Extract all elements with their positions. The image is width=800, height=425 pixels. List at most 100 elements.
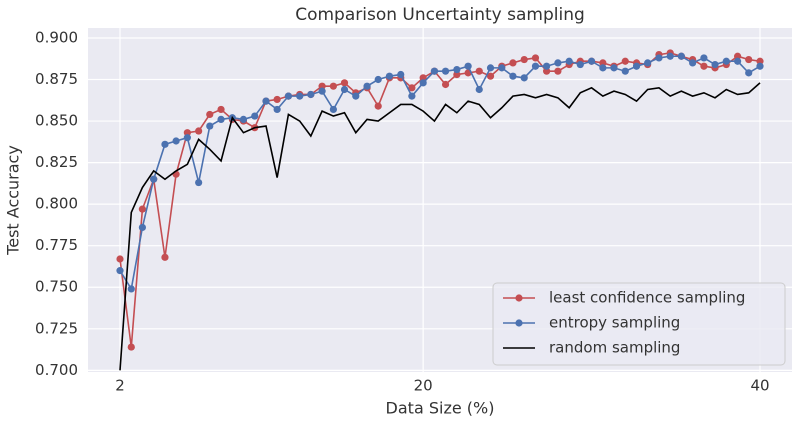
data-point bbox=[520, 74, 528, 82]
plot-layer bbox=[116, 49, 764, 371]
data-point bbox=[161, 253, 169, 261]
data-point bbox=[195, 127, 203, 135]
data-point bbox=[217, 115, 225, 124]
data-point bbox=[329, 105, 337, 114]
data-point bbox=[374, 75, 382, 84]
y-tick-label: 0.750 bbox=[35, 278, 78, 296]
data-point bbox=[116, 267, 124, 275]
x-tick-label: 20 bbox=[414, 377, 433, 395]
data-point bbox=[419, 74, 427, 82]
data-point bbox=[509, 59, 517, 67]
data-point bbox=[677, 52, 685, 60]
x-tick-label: 2 bbox=[115, 377, 125, 395]
data-point bbox=[722, 57, 730, 65]
data-point bbox=[565, 57, 573, 65]
data-point bbox=[127, 285, 135, 293]
data-point bbox=[734, 52, 742, 60]
data-point bbox=[700, 62, 708, 70]
data-point bbox=[756, 62, 764, 70]
data-point bbox=[464, 62, 472, 70]
data-point bbox=[340, 79, 349, 87]
data-point bbox=[195, 178, 203, 187]
data-point bbox=[397, 70, 405, 79]
data-point bbox=[352, 92, 360, 100]
data-point bbox=[745, 55, 753, 64]
data-point bbox=[340, 85, 349, 94]
data-point bbox=[307, 90, 315, 99]
data-point bbox=[273, 105, 281, 114]
data-point bbox=[587, 57, 596, 65]
data-point bbox=[745, 69, 753, 77]
data-point bbox=[711, 60, 719, 69]
data-point bbox=[621, 67, 629, 75]
y-tick-label: 0.725 bbox=[35, 319, 78, 337]
data-point bbox=[498, 64, 506, 72]
data-point bbox=[296, 92, 304, 100]
data-point bbox=[554, 67, 562, 75]
data-point bbox=[408, 84, 416, 92]
data-point bbox=[430, 67, 439, 75]
data-point bbox=[273, 95, 281, 104]
data-point bbox=[756, 57, 764, 65]
data-point bbox=[183, 134, 191, 142]
data-point bbox=[161, 140, 169, 148]
data-point bbox=[610, 64, 618, 72]
data-point bbox=[599, 64, 607, 72]
y-tick-label: 0.900 bbox=[35, 28, 78, 46]
data-point bbox=[486, 72, 495, 80]
data-point bbox=[239, 115, 248, 124]
data-point bbox=[318, 82, 326, 90]
data-point bbox=[621, 57, 629, 65]
data-point bbox=[700, 54, 708, 62]
data-point bbox=[318, 87, 326, 95]
data-point bbox=[172, 137, 180, 145]
legend-marker bbox=[515, 294, 523, 302]
data-point bbox=[183, 129, 191, 137]
legend-label: entropy sampling bbox=[549, 314, 680, 332]
data-point bbox=[374, 102, 382, 110]
data-point bbox=[419, 79, 427, 87]
data-point bbox=[486, 64, 495, 72]
data-point bbox=[509, 72, 517, 80]
data-point bbox=[734, 57, 742, 65]
data-point bbox=[441, 80, 450, 89]
y-tick-label: 0.825 bbox=[35, 153, 78, 171]
data-point bbox=[206, 110, 214, 119]
data-point bbox=[138, 205, 146, 213]
data-point bbox=[554, 59, 562, 67]
data-point bbox=[531, 62, 540, 70]
data-point bbox=[150, 175, 158, 183]
data-point bbox=[531, 54, 540, 62]
data-point bbox=[453, 70, 461, 79]
data-point bbox=[632, 62, 641, 70]
data-point bbox=[475, 67, 483, 75]
legend-marker bbox=[515, 319, 523, 327]
data-point bbox=[666, 52, 674, 60]
legend-box bbox=[492, 282, 786, 366]
y-tick-label: 0.800 bbox=[35, 195, 78, 213]
data-point bbox=[644, 59, 652, 67]
y-tick-label: 0.875 bbox=[35, 70, 78, 88]
data-point bbox=[441, 67, 450, 75]
data-point bbox=[543, 67, 551, 75]
data-point bbox=[475, 85, 483, 94]
data-point bbox=[408, 92, 416, 100]
legend-label: random sampling bbox=[549, 339, 680, 357]
data-point bbox=[655, 54, 663, 62]
data-point bbox=[363, 82, 371, 90]
data-point bbox=[116, 255, 124, 263]
legend-label: least confidence sampling bbox=[549, 289, 745, 307]
y-tick-label: 0.700 bbox=[35, 361, 78, 379]
data-point bbox=[576, 60, 584, 69]
y-axis-label: Test Accuracy bbox=[4, 145, 23, 256]
data-point bbox=[127, 343, 135, 351]
data-point bbox=[284, 92, 293, 100]
data-point bbox=[599, 59, 607, 67]
data-point bbox=[217, 105, 225, 114]
data-point bbox=[385, 72, 394, 80]
data-point bbox=[262, 97, 270, 105]
x-axis-label: Data Size (%) bbox=[386, 399, 495, 418]
data-point bbox=[206, 122, 214, 130]
data-point bbox=[543, 62, 551, 70]
